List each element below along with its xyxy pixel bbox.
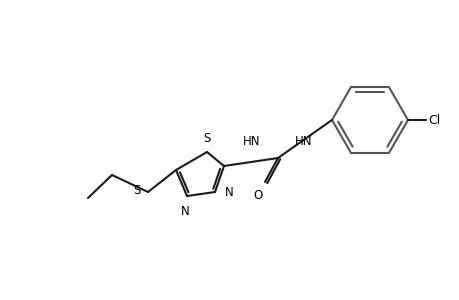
Text: N: N	[224, 185, 233, 199]
Text: O: O	[253, 189, 262, 202]
Text: S: S	[133, 184, 141, 196]
Text: Cl: Cl	[427, 113, 439, 127]
Text: HN: HN	[242, 134, 260, 148]
Text: S: S	[203, 132, 210, 145]
Text: N: N	[180, 205, 189, 218]
Text: HN: HN	[294, 134, 312, 148]
